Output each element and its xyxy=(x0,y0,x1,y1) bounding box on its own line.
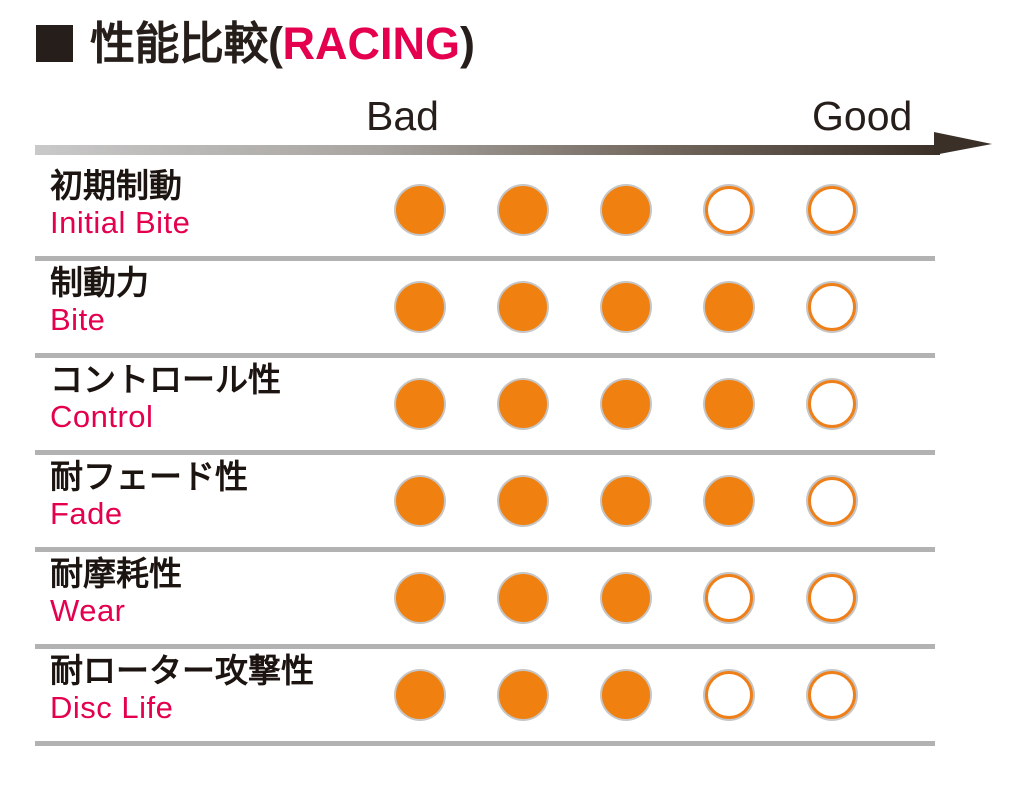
rating-dot-filled-icon xyxy=(602,186,650,234)
table-row: 耐フェード性 Fade xyxy=(0,455,1025,547)
title-jp: 性能比較 xyxy=(90,17,269,69)
rating-dots xyxy=(396,358,856,450)
row-label-en: Initial Bite xyxy=(50,204,191,240)
table-row: 耐摩耗性 Wear xyxy=(0,552,1025,644)
rating-dot-filled-icon xyxy=(396,671,444,719)
rating-dot-filled-icon xyxy=(602,574,650,622)
row-label-jp: 耐摩耗性 xyxy=(50,555,182,592)
rating-dots xyxy=(396,649,856,741)
row-divider xyxy=(35,644,935,649)
scale-arrow-head-icon xyxy=(934,132,992,155)
row-label-group: 耐ローター攻撃性 Disc Life xyxy=(50,652,390,726)
row-divider xyxy=(35,547,935,552)
rating-dots xyxy=(396,261,856,353)
rating-dot-filled-icon xyxy=(705,380,753,428)
row-label-jp: 耐フェード性 xyxy=(50,458,248,495)
rating-dots xyxy=(396,552,856,644)
row-label-group: 制動力 Bite xyxy=(50,264,390,338)
table-row: 初期制動 Initial Bite xyxy=(0,164,1025,256)
rating-dot-filled-icon xyxy=(499,574,547,622)
row-label-jp: 耐ローター攻撃性 xyxy=(50,652,314,689)
row-label-jp: コントロール性 xyxy=(50,361,281,398)
row-label-jp: 制動力 xyxy=(50,264,149,301)
row-divider xyxy=(35,450,935,455)
row-label-en: Wear xyxy=(50,592,126,628)
table-row: 制動力 Bite xyxy=(0,261,1025,353)
rating-dot-empty-icon xyxy=(705,671,753,719)
page-title: 性能比較(RACING) xyxy=(36,14,475,72)
title-open-paren: ( xyxy=(268,17,283,69)
rating-dot-filled-icon xyxy=(602,380,650,428)
row-label-en: Fade xyxy=(50,495,123,531)
rating-dot-filled-icon xyxy=(499,380,547,428)
title-text: 性能比較(RACING) xyxy=(90,21,475,66)
rating-dot-empty-icon xyxy=(705,186,753,234)
rating-dot-filled-icon xyxy=(602,477,650,525)
rating-dot-empty-icon xyxy=(808,380,856,428)
rating-dot-filled-icon xyxy=(396,380,444,428)
rating-dot-empty-icon xyxy=(808,574,856,622)
rating-dot-filled-icon xyxy=(396,283,444,331)
rating-dot-empty-icon xyxy=(705,574,753,622)
scale-high-label: Good xyxy=(812,93,913,139)
row-label-group: 耐摩耗性 Wear xyxy=(50,555,390,629)
scale-header: Bad Good xyxy=(0,96,1025,141)
rating-dots xyxy=(396,164,856,256)
rating-table: 初期制動 Initial Bite 制動力 Bite コントロール性 Control 耐フェ… xyxy=(0,164,1025,746)
rating-dots xyxy=(396,455,856,547)
table-row: 耐ローター攻撃性 Disc Life xyxy=(0,649,1025,741)
rating-dot-filled-icon xyxy=(499,671,547,719)
rating-dot-filled-icon xyxy=(602,671,650,719)
rating-dot-empty-icon xyxy=(808,283,856,331)
row-label-jp: 初期制動 xyxy=(50,167,182,204)
row-label-en: Control xyxy=(50,398,154,434)
row-label-en: Disc Life xyxy=(50,689,174,725)
title-close-paren: ) xyxy=(460,17,475,69)
row-divider xyxy=(35,741,935,746)
scale-arrow-bar xyxy=(35,145,940,155)
table-row: コントロール性 Control xyxy=(0,358,1025,450)
row-divider xyxy=(35,353,935,358)
rating-dot-empty-icon xyxy=(808,477,856,525)
rating-dot-filled-icon xyxy=(499,186,547,234)
row-label-group: 耐フェード性 Fade xyxy=(50,458,390,532)
rating-dot-filled-icon xyxy=(705,477,753,525)
rating-dot-filled-icon xyxy=(396,574,444,622)
row-label-en: Bite xyxy=(50,301,106,337)
rating-dot-filled-icon xyxy=(499,477,547,525)
rating-dot-filled-icon xyxy=(602,283,650,331)
row-label-group: 初期制動 Initial Bite xyxy=(50,167,390,241)
rating-dot-empty-icon xyxy=(808,186,856,234)
rating-dot-empty-icon xyxy=(808,671,856,719)
scale-arrow xyxy=(35,132,992,164)
square-bullet-icon xyxy=(36,24,73,62)
rating-dot-filled-icon xyxy=(499,283,547,331)
rating-dot-filled-icon xyxy=(705,283,753,331)
rating-dot-filled-icon xyxy=(396,186,444,234)
rating-dot-filled-icon xyxy=(396,477,444,525)
title-accent: RACING xyxy=(282,17,461,69)
scale-low-label: Bad xyxy=(366,93,439,139)
row-label-group: コントロール性 Control xyxy=(50,361,390,435)
row-divider xyxy=(35,256,935,261)
